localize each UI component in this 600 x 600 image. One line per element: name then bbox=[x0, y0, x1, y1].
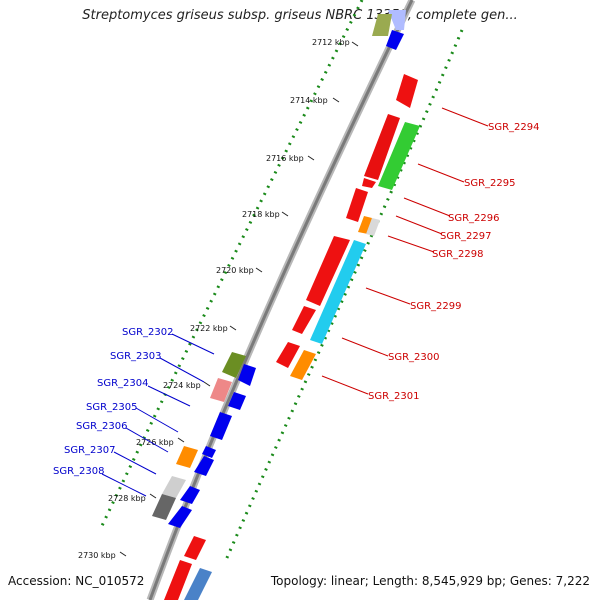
tick-label: 2726 kbp bbox=[136, 438, 174, 447]
gene-feature[interactable] bbox=[364, 114, 400, 180]
tick-label: 2712 kbp bbox=[312, 38, 350, 47]
position-ticks: 2712 kbp 2714 kbp 2716 kbp 2718 kbp 2720… bbox=[78, 38, 359, 560]
forward-gene-labels[interactable]: SGR_2294 SGR_2295 SGR_2296 SGR_2297 SGR_… bbox=[321, 107, 540, 402]
gene-feature[interactable] bbox=[372, 14, 392, 36]
gene-feature[interactable] bbox=[222, 352, 246, 378]
tick-label: 2720 kbp bbox=[216, 266, 254, 275]
gene-label[interactable]: SGR_2307 bbox=[64, 445, 116, 456]
tick-label: 2724 kbp bbox=[163, 381, 201, 390]
gene-feature[interactable] bbox=[210, 412, 232, 440]
gene-feature[interactable] bbox=[292, 306, 316, 334]
tick-mark bbox=[119, 551, 127, 557]
leader-line bbox=[125, 427, 169, 453]
leader-line bbox=[171, 333, 215, 355]
gene-feature[interactable] bbox=[310, 240, 366, 344]
gene-label[interactable]: SGR_2300 bbox=[388, 352, 440, 363]
gene-feature[interactable] bbox=[152, 494, 176, 520]
gene-label[interactable]: SGR_2302 bbox=[122, 327, 174, 338]
gene-feature[interactable] bbox=[238, 364, 256, 386]
leader-line bbox=[101, 473, 147, 497]
tick-label: 2728 kbp bbox=[108, 494, 146, 503]
gene-feature[interactable] bbox=[366, 218, 380, 236]
gene-feature[interactable] bbox=[228, 392, 246, 410]
gene-feature[interactable] bbox=[276, 342, 300, 368]
gene-feature[interactable] bbox=[180, 486, 200, 504]
gene-feature[interactable] bbox=[176, 446, 198, 468]
dotted-guide-inner bbox=[224, 29, 464, 561]
tick-mark bbox=[149, 493, 157, 499]
gene-feature[interactable] bbox=[378, 122, 420, 190]
gene-feature[interactable] bbox=[162, 476, 186, 498]
gene-feature[interactable] bbox=[290, 350, 316, 380]
tick-label: 2714 kbp bbox=[290, 96, 328, 105]
genome-summary: Topology: linear; Length: 8,545,929 bp; … bbox=[270, 574, 590, 588]
leader-line bbox=[441, 107, 489, 127]
tick-mark bbox=[307, 155, 315, 161]
gene-features-reverse[interactable] bbox=[152, 14, 404, 528]
leader-line bbox=[395, 215, 443, 235]
gene-feature[interactable] bbox=[396, 74, 418, 108]
gene-label[interactable]: SGR_2304 bbox=[97, 378, 149, 389]
tick-mark bbox=[351, 41, 359, 47]
tick-mark bbox=[177, 437, 185, 443]
tick-label: 2716 kbp bbox=[266, 154, 304, 163]
leader-line bbox=[417, 163, 465, 183]
tick-mark bbox=[229, 325, 237, 331]
gene-label[interactable]: SGR_2303 bbox=[110, 351, 162, 362]
gene-feature[interactable] bbox=[388, 10, 406, 30]
gene-label[interactable]: SGR_2306 bbox=[76, 421, 128, 432]
leader-line bbox=[159, 357, 205, 383]
gene-label[interactable]: SGR_2296 bbox=[448, 213, 500, 224]
gene-feature[interactable] bbox=[386, 30, 404, 50]
tick-mark bbox=[332, 97, 340, 103]
gene-feature[interactable] bbox=[362, 178, 376, 188]
tick-label: 2722 kbp bbox=[190, 324, 228, 333]
gene-label[interactable]: SGR_2298 bbox=[432, 249, 484, 260]
gene-feature[interactable] bbox=[184, 568, 212, 600]
gene-feature[interactable] bbox=[306, 236, 350, 306]
tick-label: 2730 kbp bbox=[78, 551, 116, 560]
tick-mark bbox=[281, 211, 289, 217]
leader-line bbox=[403, 197, 451, 217]
gene-feature[interactable] bbox=[202, 446, 216, 458]
gene-feature[interactable] bbox=[184, 536, 206, 560]
gene-features-forward[interactable] bbox=[164, 10, 420, 600]
gene-feature[interactable] bbox=[194, 456, 214, 476]
leader-line bbox=[387, 235, 435, 253]
tick-mark bbox=[255, 267, 263, 273]
gene-label[interactable]: SGR_2305 bbox=[86, 402, 138, 413]
gene-label[interactable]: SGR_2295 bbox=[464, 178, 516, 189]
leader-line bbox=[321, 375, 369, 395]
tick-mark bbox=[203, 381, 211, 387]
gene-label[interactable]: SGR_2294 bbox=[488, 122, 540, 133]
gene-feature[interactable] bbox=[168, 506, 192, 528]
leader-line bbox=[365, 287, 411, 305]
gene-feature[interactable] bbox=[346, 188, 368, 222]
leader-line bbox=[341, 337, 389, 357]
gene-label[interactable]: SGR_2299 bbox=[410, 301, 462, 312]
leader-line bbox=[147, 385, 191, 407]
reverse-gene-labels[interactable]: SGR_2302 SGR_2303 SGR_2304 SGR_2305 SGR_… bbox=[53, 327, 215, 497]
gene-label[interactable]: SGR_2297 bbox=[440, 231, 492, 242]
accession-text: Accession: NC_010572 bbox=[8, 574, 145, 588]
tick-label: 2718 kbp bbox=[242, 210, 280, 219]
leader-line bbox=[135, 407, 179, 433]
gene-label[interactable]: SGR_2301 bbox=[368, 391, 420, 402]
leader-line bbox=[113, 451, 157, 475]
gene-feature[interactable] bbox=[164, 560, 192, 600]
gene-feature[interactable] bbox=[210, 378, 232, 402]
gene-label[interactable]: SGR_2308 bbox=[53, 466, 105, 477]
